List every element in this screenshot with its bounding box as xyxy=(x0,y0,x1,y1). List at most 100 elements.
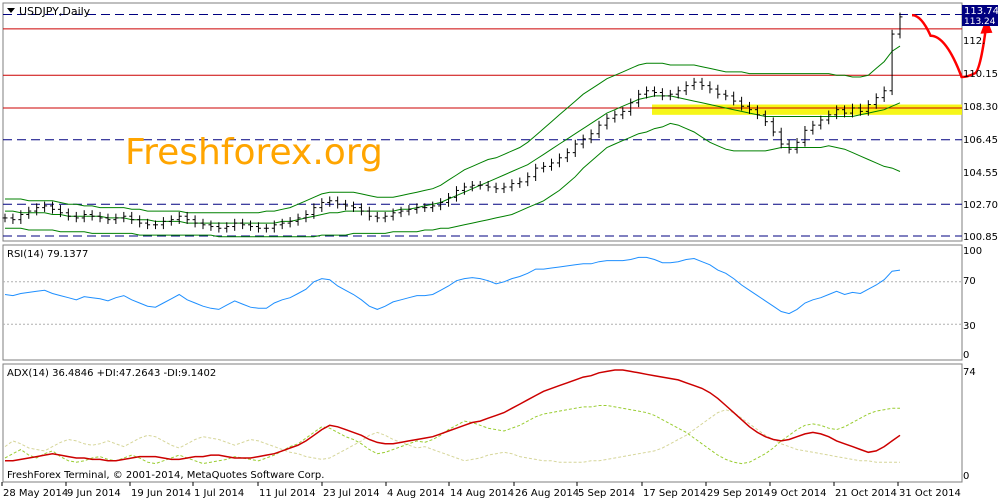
price-bar xyxy=(699,77,705,90)
date-axis-label: 17 Sep 2014 xyxy=(643,488,706,499)
price-bar xyxy=(818,115,824,130)
date-axis-label: 28 May 2014 xyxy=(3,488,68,499)
price-bar xyxy=(240,218,246,230)
price-bar xyxy=(97,211,103,223)
bollinger-lower-line xyxy=(5,122,901,238)
date-axis-label: 9 Jun 2014 xyxy=(67,488,121,499)
footer-copyright: FreshForex Terminal, © 2001-2014, MetaQu… xyxy=(7,470,324,481)
price-bars-layer xyxy=(2,12,903,233)
price-bar xyxy=(350,201,356,212)
price-bar xyxy=(65,208,71,221)
adx-layer xyxy=(4,369,901,465)
price-bar xyxy=(873,93,879,109)
price-axis-label: 110.15 xyxy=(963,69,998,80)
date-axis-label: 5 Sep 2014 xyxy=(578,488,635,499)
rsi-panel[interactable] xyxy=(2,244,963,361)
price-panel[interactable] xyxy=(2,2,963,242)
price-bar xyxy=(778,127,784,149)
date-axis-label: 26 Aug 2014 xyxy=(515,488,579,499)
price-bar xyxy=(26,206,32,219)
date-axis-label: 23 Jul 2014 xyxy=(323,488,380,499)
date-axis-label: 29 Sep 2014 xyxy=(707,488,770,499)
price-bar xyxy=(335,196,341,209)
price-bar xyxy=(659,88,665,101)
price-axis-label: 102.70 xyxy=(963,200,998,211)
price-bar xyxy=(271,220,277,233)
price-bar xyxy=(691,77,697,90)
date-axis-label: 14 Aug 2014 xyxy=(450,488,514,499)
adx-line xyxy=(5,369,901,462)
support-zone xyxy=(652,104,962,115)
price-bar xyxy=(620,107,626,120)
di-plus-line xyxy=(4,405,900,465)
price-bar xyxy=(105,213,111,224)
price-bar xyxy=(747,101,753,114)
price-bar xyxy=(263,223,269,233)
price-bar xyxy=(446,193,452,207)
price-bar xyxy=(216,222,222,233)
price-bar xyxy=(493,182,499,194)
price-bar xyxy=(667,89,673,101)
price-bar xyxy=(707,81,713,94)
price-axis-label: 104.55 xyxy=(963,168,998,179)
bollinger-middle-line xyxy=(5,95,901,224)
price-bar xyxy=(366,206,372,221)
date-axis-label: 9 Oct 2014 xyxy=(771,488,826,499)
price-bar xyxy=(596,120,602,139)
price-bar xyxy=(152,220,158,230)
price-bar xyxy=(137,215,143,228)
price-bar xyxy=(588,129,594,144)
price-bar xyxy=(834,105,840,120)
price-bar xyxy=(438,198,444,211)
price-bar xyxy=(200,218,206,230)
price-bar xyxy=(509,179,515,192)
rsi-axis-label: 0 xyxy=(963,350,969,361)
date-axis-label: 1 Jul 2014 xyxy=(194,488,244,499)
price-bar xyxy=(865,100,871,116)
second-price-badge xyxy=(962,16,998,26)
symbol-label: USDJPY,Daily xyxy=(19,5,91,18)
adx-panel[interactable] xyxy=(2,363,963,483)
price-bar xyxy=(208,220,214,231)
price-bar xyxy=(390,208,396,221)
price-bar xyxy=(160,217,166,230)
di-minus-line xyxy=(4,409,900,463)
bollinger-upper-line xyxy=(5,45,901,214)
date-axis-label: 21 Oct 2014 xyxy=(835,488,897,499)
price-bar xyxy=(533,163,539,181)
price-bar xyxy=(10,213,16,224)
price-bar xyxy=(485,180,491,192)
price-bar xyxy=(517,177,523,188)
chart-menu-icon[interactable] xyxy=(7,8,15,13)
price-bar xyxy=(18,210,24,224)
adx-axis-label: 74 xyxy=(963,367,976,378)
price-bar xyxy=(303,210,309,223)
price-bar xyxy=(358,203,364,216)
price-bar xyxy=(224,222,230,233)
price-bar xyxy=(430,201,436,212)
watermark: Freshforex.org xyxy=(125,132,383,173)
price-bar xyxy=(612,110,618,123)
price-bar xyxy=(184,211,190,224)
price-bar xyxy=(580,134,586,149)
second-price-label: 113.24 xyxy=(964,17,996,27)
price-bar xyxy=(675,86,681,99)
price-bar xyxy=(398,206,404,218)
price-bar xyxy=(168,215,174,226)
price-axis-label: 106.45 xyxy=(963,135,998,146)
price-bar xyxy=(849,103,855,118)
price-bar xyxy=(311,203,317,219)
price-bar xyxy=(794,138,800,154)
price-axis-label: 100.85 xyxy=(963,232,998,243)
price-bar xyxy=(636,89,642,108)
price-bar xyxy=(327,196,333,207)
price-bar xyxy=(176,211,182,224)
price-bar xyxy=(802,126,808,147)
price-bar xyxy=(651,86,657,97)
price-bar xyxy=(192,215,198,228)
price-bar xyxy=(477,180,483,190)
price-bar xyxy=(683,81,689,96)
price-bar xyxy=(604,113,610,130)
price-bar xyxy=(42,201,48,212)
